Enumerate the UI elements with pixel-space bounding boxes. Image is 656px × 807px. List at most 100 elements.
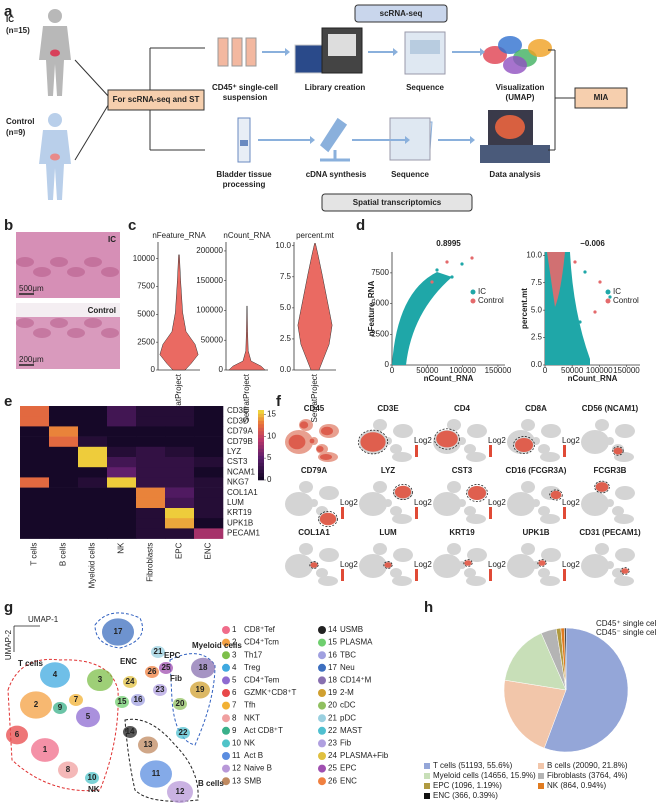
cluster-blob	[40, 662, 70, 688]
heatmap-cell	[165, 528, 195, 539]
violin	[159, 254, 199, 371]
umap-blob	[466, 452, 486, 462]
umap-blob	[310, 499, 318, 507]
heatmap-cell	[136, 436, 166, 448]
umap-blob	[373, 481, 387, 493]
heatmap-cell	[78, 416, 108, 427]
legend-id: 16	[328, 650, 337, 659]
x-tick-label: 50000	[561, 366, 584, 375]
heatmap-cell	[136, 446, 166, 458]
umap-blob	[538, 506, 550, 516]
mini-colorbar	[563, 445, 566, 457]
legend-swatch	[222, 676, 230, 685]
heatmap-cell	[194, 487, 224, 499]
icon-tubes	[245, 37, 257, 67]
cluster-id: 20	[176, 699, 185, 708]
umap-blob	[615, 548, 635, 562]
legend-id: 2	[232, 638, 237, 647]
umap-blob	[316, 568, 328, 578]
heatmap-cell	[78, 528, 108, 539]
colorbar-step	[258, 434, 264, 439]
umap-blob-highlight	[299, 421, 309, 429]
legend-name: Neu	[340, 663, 355, 672]
step-label: CD45⁺ single-cell	[212, 83, 278, 92]
heatmap-cell	[194, 416, 224, 427]
arrow-head	[285, 48, 290, 56]
heatmap-cell	[49, 487, 79, 499]
cluster-id: 6	[15, 730, 20, 739]
heatmap-cell	[20, 487, 50, 499]
cluster-id: 21	[154, 647, 163, 656]
gene-title: CD3E	[377, 404, 399, 413]
person-head	[48, 9, 62, 23]
gene-title: CD45	[304, 404, 325, 413]
cluster-blob	[123, 676, 137, 688]
x-label: nCount_RNA	[568, 374, 618, 383]
point-cloud-dot	[593, 310, 597, 314]
umap-blob	[581, 492, 609, 516]
legend-id: 9	[232, 726, 237, 735]
y-tick-label: 2500	[371, 329, 389, 338]
y-label: percent.mt	[520, 288, 529, 329]
legend-name: cDC	[340, 701, 356, 710]
y-tick-label: 10000	[133, 254, 156, 263]
heatmap-cell	[194, 497, 224, 509]
y-tick-label: 2500	[137, 337, 155, 346]
group-name: IC	[6, 15, 14, 24]
umap-highlight	[360, 432, 386, 452]
legend-id: 26	[328, 776, 337, 785]
umap-outline	[318, 511, 338, 528]
legend-swatch	[318, 626, 326, 634]
legend-name: PLASMA	[340, 638, 373, 647]
legend-title: Log2 Exp	[562, 436, 596, 445]
heatmap-cell	[194, 446, 224, 458]
icon-screens	[480, 145, 550, 163]
legend-id: 14	[328, 625, 337, 634]
umap-blob	[299, 481, 313, 493]
legend-swatch	[470, 289, 476, 295]
tissue-texture	[50, 318, 68, 328]
umap-blob	[521, 419, 535, 431]
center-box-text: For scRNA-seq and ST	[113, 95, 200, 104]
heatmap-cell	[136, 426, 166, 437]
umap-blob	[447, 543, 461, 555]
step-label: suspension	[223, 93, 268, 102]
legend-id: 22	[328, 726, 337, 735]
legend-label: Myeloid cells (14656, 15.9%)	[433, 771, 536, 780]
umap-highlight	[464, 560, 472, 566]
cluster-blob	[76, 706, 100, 728]
cluster-blob	[53, 702, 67, 714]
gene-title: UPK1B	[522, 528, 549, 537]
umap-highlight	[538, 560, 546, 566]
legend-swatch	[318, 739, 326, 748]
heatmap-cell	[49, 416, 79, 427]
icon-umap	[503, 56, 527, 74]
umap-blob	[392, 514, 412, 524]
legend-swatch	[424, 773, 430, 779]
heatmap-cell	[20, 467, 50, 478]
mini-colorbar	[341, 569, 344, 581]
mini-colorbar	[415, 445, 418, 457]
umap-outline	[466, 484, 488, 502]
umap-blob	[615, 424, 635, 438]
legend-label: Control	[478, 296, 504, 305]
umap-blob	[392, 452, 412, 462]
legend-title: Log2 Exp	[562, 560, 596, 569]
legend-id: 13	[232, 776, 241, 785]
legend-name: SMB	[244, 776, 261, 785]
umap-blob	[467, 424, 487, 438]
tissue-texture	[101, 328, 119, 338]
arrow-head	[480, 48, 485, 56]
heatmap-cell	[49, 406, 79, 417]
pie-slice	[503, 679, 567, 749]
legend-name: 2-M	[340, 688, 354, 697]
heatmap-cell	[49, 457, 79, 468]
umap-blob	[532, 437, 540, 445]
cluster-id: 7	[74, 695, 79, 704]
y-tick-label: 2.5	[280, 334, 292, 343]
icon-slide	[240, 140, 248, 146]
legend-swatch	[318, 752, 326, 760]
legend-id: 18	[328, 676, 337, 685]
gene-label: CD79A	[227, 427, 253, 436]
